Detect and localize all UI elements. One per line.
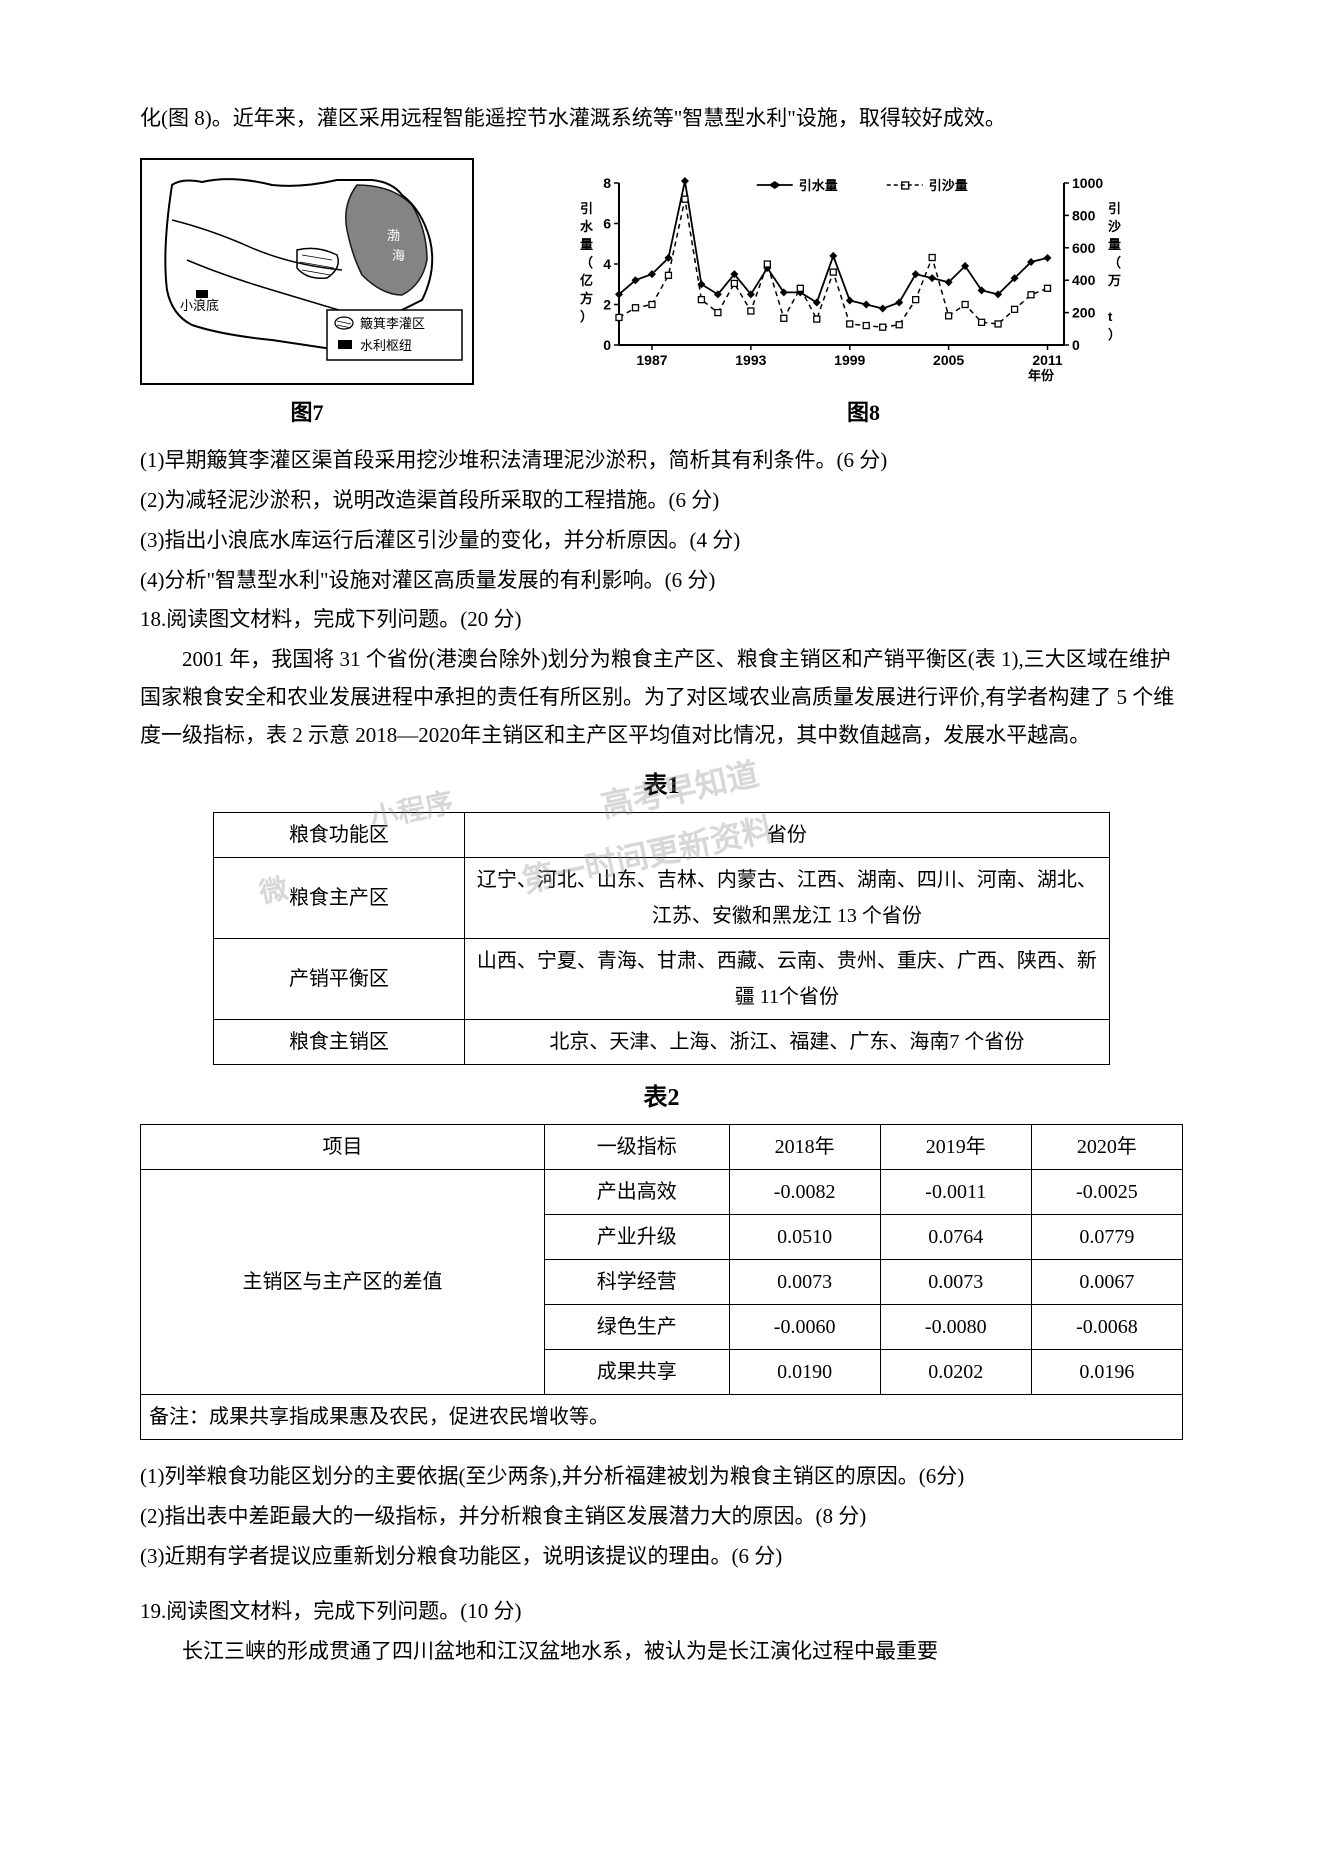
table2-r1-c0: 产业升级 [544,1214,729,1259]
svg-text:引: 引 [1108,201,1121,216]
table1-r2-c1: 北京、天津、上海、浙江、福建、广东、海南7 个省份 [464,1019,1109,1064]
figure-7-map: 渤 海 小浪底 簸箕李灌区 [142,160,472,370]
table1-r1-c1: 山西、宁夏、青海、甘肃、西藏、云南、贵州、重庆、广西、陕西、新疆 11个省份 [464,938,1109,1019]
table1-header-0: 粮食功能区 [214,812,465,857]
bohai-label-2: 海 [392,248,405,263]
svg-text:2005: 2005 [933,352,964,368]
svg-text:200: 200 [1072,304,1096,320]
table1-r0-c0: 粮食主产区 [214,857,465,938]
xiaolangdi-label: 小浪底 [180,298,219,313]
q17-2: (2)为减轻泥沙淤积，说明改造渠首段所采取的工程措施。(6 分) [140,482,1183,520]
intro-paragraph: 化(图 8)。近年来，灌区采用远程智能遥控节水灌溉系统等"智慧型水利"设施，取得… [140,100,1183,138]
svg-text:6: 6 [603,215,611,231]
table2-r2-c0: 科学经营 [544,1259,729,1304]
table2-r2-c3: 0.0067 [1031,1259,1182,1304]
q18-p1: 2001 年，我国将 31 个省份(港澳台除外)划分为粮食主产区、粮食主销区和产… [140,641,1183,754]
table1-r1-c0: 产销平衡区 [214,938,465,1019]
q17-3: (3)指出小浪底水库运行后灌区引沙量的变化，并分析原因。(4 分) [140,522,1183,560]
table1: 粮食功能区省份粮食主产区辽宁、河北、山东、吉林、内蒙古、江西、湖南、四川、河南、… [213,812,1110,1065]
q17-4: (4)分析"智慧型水利"设施对灌区高质量发展的有利影响。(6 分) [140,562,1183,600]
q18-3: (3)近期有学者提议应重新划分粮食功能区，说明该提议的理由。(6 分) [140,1538,1183,1576]
svg-text:水: 水 [580,219,594,234]
table2-col-3: 2019年 [880,1124,1031,1169]
table2-r3-c2: -0.0080 [880,1304,1031,1349]
table2-col-0: 项目 [141,1124,545,1169]
table1-header-1: 省份 [464,812,1109,857]
table2-r0-c1: -0.0082 [729,1169,880,1214]
table2-r3-c0: 绿色生产 [544,1304,729,1349]
table2: 项目一级指标2018年2019年2020年主销区与主产区的差值产出高效-0.00… [140,1124,1183,1440]
table2-col-1: 一级指标 [544,1124,729,1169]
bohai-label: 渤 [387,228,400,243]
q18-1: (1)列举粮食功能区划分的主要依据(至少两条),并分析福建被划为粮食主销区的原因… [140,1458,1183,1496]
table2-r4-c0: 成果共享 [544,1349,729,1394]
svg-text:2: 2 [603,296,611,312]
svg-text:1993: 1993 [735,352,766,368]
table1-r2-c0: 粮食主销区 [214,1019,465,1064]
svg-text:400: 400 [1072,272,1096,288]
svg-text:年份: 年份 [1027,368,1054,383]
legend1-label: 簸箕李灌区 [360,316,425,331]
figure-7-wrapper: 渤 海 小浪底 簸箕李灌区 [140,158,474,385]
svg-text:引水量: 引水量 [798,178,837,193]
table2-r3-c1: -0.0060 [729,1304,880,1349]
svg-text:）: ） [1108,327,1121,342]
legend2-label: 水利枢纽 [360,338,412,353]
q17-1: (1)早期簸箕李灌区渠首段采用挖沙堆积法清理泥沙淤积，简析其有利条件。(6 分) [140,442,1183,480]
svg-text:0: 0 [603,337,611,353]
table2-r0-c3: -0.0025 [1031,1169,1182,1214]
q19-p1: 长江三峡的形成贯通了四川盆地和江汉盆地水系，被认为是长江演化过程中最重要 [140,1633,1183,1671]
q18-2: (2)指出表中差距最大的一级指标，并分析粮食主销区发展潜力大的原因。(8 分) [140,1498,1183,1536]
table2-title: 表2 [140,1077,1183,1120]
svg-text:量: 量 [1108,237,1121,252]
svg-text:方: 方 [580,291,593,306]
svg-text:亿: 亿 [580,273,593,288]
table2-rowgroup: 主销区与主产区的差值 [141,1169,545,1394]
figure-8-block: 0 2 4 6 8 0 200 400 600 800 1000 1987 1993 1999 2005 20… [504,165,1183,433]
svg-text:（: （ [1108,255,1121,270]
svg-text:4: 4 [603,256,611,272]
svg-text:600: 600 [1072,239,1096,255]
table2-r2-c2: 0.0073 [880,1259,1031,1304]
figures-container: 渤 海 小浪底 簸箕李灌区 [140,158,1183,432]
svg-text:1999: 1999 [834,352,865,368]
svg-text:）: ） [580,309,593,324]
table2-r3-c3: -0.0068 [1031,1304,1182,1349]
svg-text:1000: 1000 [1072,175,1103,191]
svg-text:8: 8 [603,175,611,191]
svg-text:0: 0 [1072,337,1080,353]
svg-text:2011: 2011 [1032,352,1063,368]
table2-note: 备注：成果共享指成果惠及农民，促进农民增收等。 [141,1394,1183,1439]
figure-8-chart: 0 2 4 6 8 0 200 400 600 800 1000 1987 1993 1999 2005 20… [564,165,1124,385]
table2-r4-c1: 0.0190 [729,1349,880,1394]
figure-7-block: 渤 海 小浪底 簸箕李灌区 [140,158,474,432]
table2-r2-c1: 0.0073 [729,1259,880,1304]
svg-text:量: 量 [580,237,593,252]
svg-text:t: t [1108,309,1113,324]
table2-r1-c2: 0.0764 [880,1214,1031,1259]
table2-r4-c2: 0.0202 [880,1349,1031,1394]
figure-7-caption: 图7 [290,393,323,433]
svg-text:1987: 1987 [636,352,667,368]
table2-r0-c2: -0.0011 [880,1169,1031,1214]
q19-header: 19.阅读图文材料，完成下列问题。(10 分) [140,1593,1183,1631]
svg-text:引: 引 [580,201,593,216]
svg-text:沙: 沙 [1108,219,1121,234]
table2-col-4: 2020年 [1031,1124,1182,1169]
q18-header: 18.阅读图文材料，完成下列问题。(20 分) [140,601,1183,639]
svg-text:万: 万 [1107,273,1121,288]
xiaolangdi-marker [196,290,208,298]
table2-r1-c3: 0.0779 [1031,1214,1182,1259]
svg-text:（: （ [580,255,593,270]
table2-r0-c0: 产出高效 [544,1169,729,1214]
table2-col-2: 2018年 [729,1124,880,1169]
svg-text:800: 800 [1072,207,1096,223]
table2-r4-c3: 0.0196 [1031,1349,1182,1394]
table1-title: 表1 [140,765,1183,808]
table2-r1-c1: 0.0510 [729,1214,880,1259]
figure-8-caption: 图8 [504,393,1183,433]
svg-text:引沙量: 引沙量 [928,178,967,193]
table1-r0-c1: 辽宁、河北、山东、吉林、内蒙古、江西、湖南、四川、河南、湖北、江苏、安徽和黑龙江… [464,857,1109,938]
